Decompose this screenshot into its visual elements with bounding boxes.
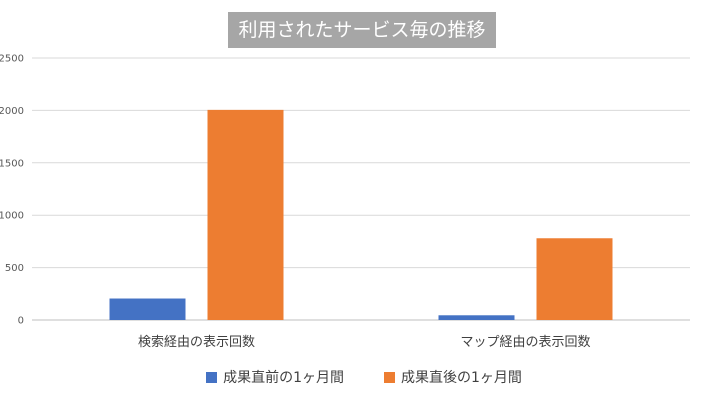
y-tick-label: 1000 [0,211,24,222]
legend-swatch-before [206,371,218,383]
y-tick-label: 1500 [0,158,24,169]
bar [109,298,186,320]
category-label: マップ経由の表示回数 [460,335,590,350]
legend-item-before: 成果直前の1ヶ月間 [206,367,344,387]
y-tick-label: 500 [5,263,24,274]
legend-swatch-after [384,371,395,383]
y-tick-label: 2000 [0,106,24,117]
bar [438,315,515,320]
category-label: 検索経由の表示回数 [138,335,255,350]
y-tick-label: 0 [18,316,24,327]
legend: 成果直前の1ヶ月間 成果直後の1ヶ月間 [0,367,728,387]
legend-item-after: 成果直後の1ヶ月間 [384,367,522,387]
legend-label-after: 成果直後の1ヶ月間 [401,370,522,386]
bar [207,109,284,320]
chart-title: 利用されたサービス毎の推移 [228,12,496,48]
legend-label-before: 成果直前の1ヶ月間 [223,370,344,386]
y-tick-label: 2500 [0,54,24,65]
bar [536,238,613,320]
